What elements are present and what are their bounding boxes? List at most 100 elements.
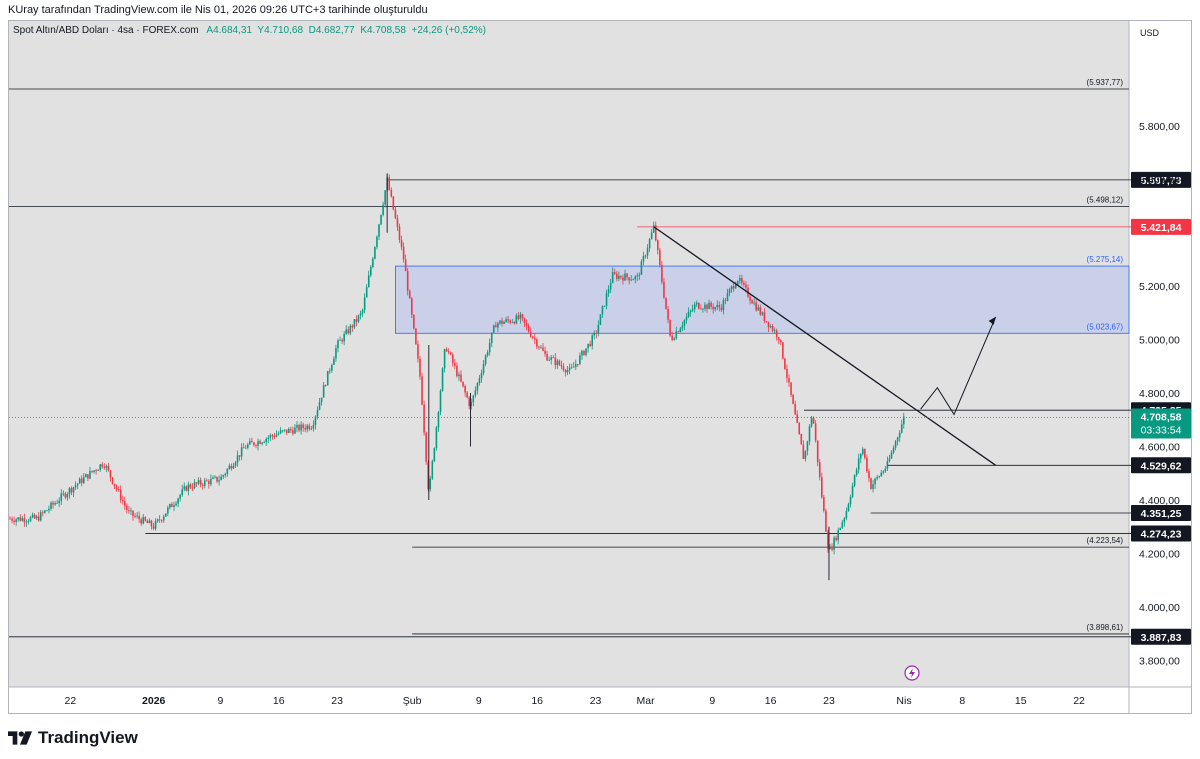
candle-body [579,355,581,365]
candle-body [310,428,313,430]
candle-body [581,350,583,356]
candle-body [466,392,468,398]
candle-body [796,414,798,423]
candle-body [341,339,343,342]
candle-body [9,518,11,520]
candle-body [267,437,270,439]
candle-body [171,503,173,507]
price-tag-background [1131,504,1191,521]
currency-label[interactable]: USD [1140,28,1160,38]
candle-body [665,297,667,309]
candle-body [162,516,165,521]
price-tag-background [1131,525,1191,542]
price-chart[interactable]: (5.275,14) (5.023,67) (5.937,77) (5.498,12)… [9,21,1192,714]
candle-body [195,482,198,484]
y-tick-label: 4.800,00 [1139,388,1180,400]
candle-body [749,296,751,301]
candle-body [886,461,889,469]
candle-body [261,442,263,444]
candle-body [136,515,138,517]
last-price-label: 4.708,58 [1141,411,1182,423]
candle-body [46,510,48,512]
candle-body [681,325,684,329]
candle-body [714,307,716,310]
candle-body [349,325,352,334]
candle-body [538,346,540,348]
candle-body [593,332,596,336]
candle-body [673,338,675,340]
candle-body [650,232,653,240]
candle-body [224,473,227,476]
candle-body [42,512,44,514]
candle-body [718,304,721,308]
candle-body [361,309,364,314]
candle-body [542,347,544,351]
candle-body [478,378,481,384]
candle-body [37,516,40,521]
candle-body [283,429,286,431]
chart-panel[interactable]: (5.275,14) (5.023,67) (5.937,77) (5.498,12)… [8,20,1192,714]
candle-body [78,478,81,484]
x-tick-label: Nis [896,695,911,707]
candle-body [821,477,823,498]
candle-body [318,402,321,410]
candle-body [589,343,591,346]
candle-body [132,510,134,517]
candle-body [76,483,79,486]
zone-top-label: (5.275,14) [1087,255,1124,264]
tradingview-brand[interactable]: TradingView [8,724,138,752]
candle-body [285,429,288,433]
candle-body [554,357,557,366]
candle-body [736,281,739,285]
candle-body [226,469,229,474]
candle-body [382,204,384,215]
candle-body [230,465,233,469]
candle-body [519,314,522,319]
candle-body [544,350,546,354]
price-tag-label: 3.887,83 [1141,632,1182,644]
candle-body [780,340,782,343]
candle-body [734,284,737,289]
candle-body [818,462,821,478]
symbol-name[interactable]: Spot Altın/ABD Doları · 4sa · FOREX.com [13,25,199,36]
candle-body [447,351,450,353]
x-tick-label: 16 [531,695,543,707]
candle-body [505,319,507,322]
time-axis-panel [9,687,1129,713]
y-tick-label: 4.600,00 [1139,441,1180,453]
candle-body [27,521,30,522]
lightning-glyph [909,668,915,678]
candle-body [435,427,438,448]
candle-body [437,412,440,428]
projection-arrowhead [988,316,996,325]
candle-body [33,514,36,519]
candle-body [603,305,606,307]
candle-body [716,304,719,308]
candle-body [234,462,237,466]
y-tick-label: 3.800,00 [1139,655,1180,667]
y-tick-label: 4.400,00 [1139,495,1180,507]
x-tick-label: 9 [709,695,715,707]
candle-body [616,273,618,279]
candle-body [704,304,706,309]
candle-body [620,275,622,278]
candle-body [800,434,803,445]
candle-body [618,275,620,279]
candle-body [365,287,368,298]
candle-body [862,448,864,454]
candle-body [193,482,196,489]
candle-body [536,339,538,347]
candle-body [884,468,887,472]
candle-body [476,383,479,391]
plot-background [9,21,1129,687]
candle-body [490,332,493,344]
candle-body [117,489,120,491]
candle-body [400,240,403,247]
brand-name: TradingView [38,728,138,747]
candle-body [439,390,442,413]
candle-body [667,308,669,320]
candle-body [70,488,73,493]
candle-body [406,271,409,291]
candle-body [331,364,333,371]
candle-body [866,457,868,472]
